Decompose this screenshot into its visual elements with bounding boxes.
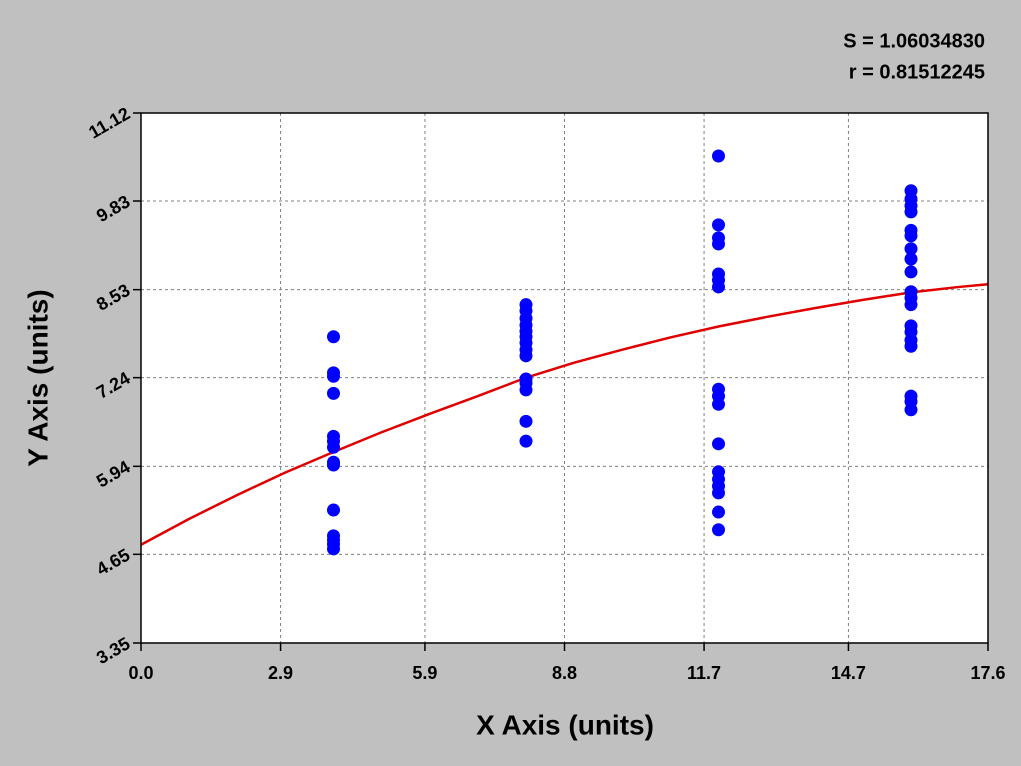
x-tick-label: 14.7: [831, 663, 866, 683]
plot-border: [140, 112, 989, 644]
data-point: [519, 383, 533, 397]
x-tick-label: 11.7: [687, 663, 721, 683]
data-point: [904, 205, 918, 219]
data-point: [904, 403, 918, 417]
data-point: [904, 252, 918, 266]
x-tick-label: 17.6: [970, 663, 1005, 683]
grid: [133, 112, 989, 651]
data-point: [712, 523, 725, 537]
data-point: [327, 386, 340, 400]
data-point: [904, 265, 918, 279]
data-point: [712, 437, 725, 451]
data-point: [327, 330, 340, 344]
data-point: [904, 242, 918, 256]
annotation: S = 1.06034830: [843, 30, 985, 52]
data-point: [712, 218, 725, 232]
y-axis-label: Y Axis (units): [22, 289, 53, 466]
data-point: [519, 434, 533, 448]
x-tick-label: 2.9: [268, 663, 293, 683]
x-tick-label: 8.8: [552, 663, 577, 683]
annotation: r = 0.81512245: [849, 61, 985, 83]
data-point: [904, 229, 918, 243]
data-point: [712, 237, 725, 251]
data-point: [519, 349, 533, 363]
data-point: [327, 542, 340, 556]
data-point: [712, 397, 725, 411]
data-point: [327, 503, 340, 517]
data-point: [327, 369, 340, 383]
marks: [140, 149, 989, 556]
data-point: [712, 505, 725, 519]
data-point: [519, 414, 533, 428]
x-tick-label: 0.0: [128, 663, 153, 683]
x-tick-label: 5.9: [412, 663, 437, 683]
data-point: [327, 458, 340, 472]
x-axis-label: X Axis (units): [476, 709, 654, 740]
fit-curve: [140, 282, 989, 546]
data-point: [904, 298, 918, 312]
data-point: [712, 280, 725, 294]
data-point: [712, 149, 725, 163]
data-point: [904, 339, 918, 353]
data-point: [712, 486, 725, 500]
data-point: [327, 440, 340, 454]
